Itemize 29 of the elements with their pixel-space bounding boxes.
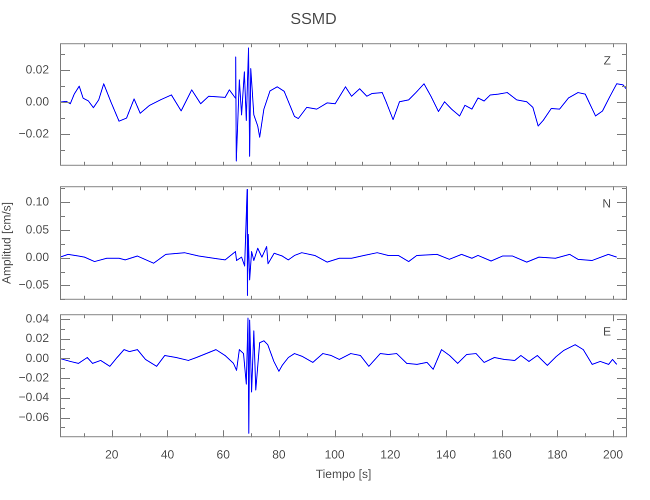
y-tick-label: 0.05 bbox=[26, 222, 50, 236]
annotation: N bbox=[602, 196, 611, 211]
y-tick-label: 0.00 bbox=[26, 250, 50, 264]
x-tick-label: 160 bbox=[492, 448, 512, 462]
x-tick-label: 60 bbox=[216, 448, 230, 462]
x-tick-label: 100 bbox=[324, 448, 345, 462]
y-tick-label: −0.05 bbox=[18, 278, 50, 292]
y-tick-label: −0.04 bbox=[18, 390, 50, 404]
y-tick-label: 0.02 bbox=[26, 62, 50, 77]
x-tick-label: 120 bbox=[380, 448, 401, 462]
x-tick-label: 20 bbox=[105, 448, 119, 462]
x-tick-label: 80 bbox=[272, 448, 286, 462]
y-tick-label: 0.04 bbox=[26, 311, 50, 326]
y-tick-label: −0.02 bbox=[18, 126, 50, 140]
x-tick-label: 180 bbox=[547, 448, 568, 462]
y-tick-label: 0.00 bbox=[26, 94, 50, 108]
annotation: Z bbox=[604, 54, 611, 68]
annotation: E bbox=[602, 324, 611, 339]
chart-title: SSMD bbox=[290, 11, 337, 28]
x-tick-label: 140 bbox=[436, 448, 456, 462]
x-axis-title: Tiempo [s] bbox=[316, 467, 372, 482]
y-tick-label: 0.02 bbox=[26, 331, 50, 346]
x-tick-label: 200 bbox=[603, 448, 624, 462]
y-tick-label: 0.00 bbox=[26, 350, 50, 365]
y-tick-label: −0.06 bbox=[18, 410, 50, 424]
y-axis-title: Amplitud [cm/s] bbox=[0, 202, 14, 284]
y-tick-label: 0.10 bbox=[26, 194, 50, 209]
y-tick-label: −0.02 bbox=[18, 370, 50, 384]
x-tick-label: 40 bbox=[160, 448, 174, 462]
